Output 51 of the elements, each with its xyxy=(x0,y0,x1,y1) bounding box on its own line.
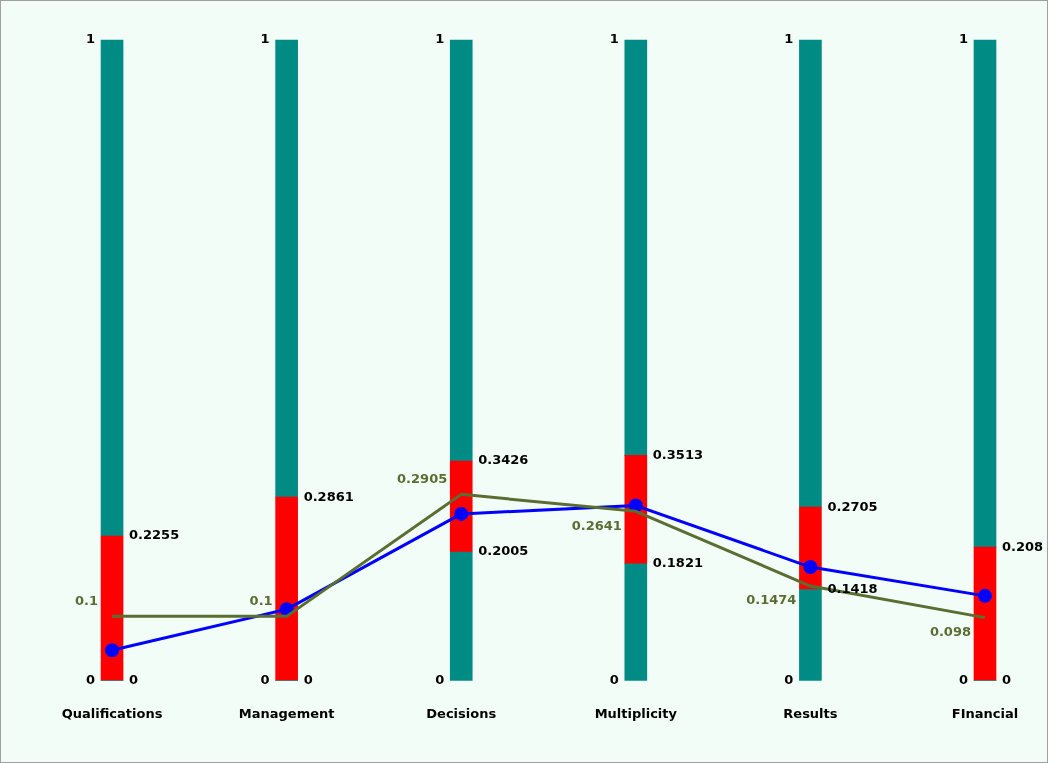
bar xyxy=(100,39,124,537)
data-label: 0.1474 xyxy=(746,592,797,608)
bar xyxy=(624,39,648,456)
annotation: 1 xyxy=(609,31,619,47)
annotation: 0 xyxy=(958,671,968,687)
bar xyxy=(973,546,997,681)
bar xyxy=(624,563,648,681)
point xyxy=(454,506,469,521)
point xyxy=(978,588,992,603)
annotation: 0 xyxy=(1002,671,1012,687)
annotation: 0.2861 xyxy=(303,488,354,504)
x-tick-label: Multiplicity xyxy=(594,705,678,721)
annotation: 0.2705 xyxy=(827,498,878,514)
annotation: 0.1821 xyxy=(652,555,703,571)
point xyxy=(803,560,818,575)
bar xyxy=(449,551,473,681)
annotation: 0.208 xyxy=(1002,538,1044,554)
annotation: 1 xyxy=(260,31,270,47)
x-tick-label: Management xyxy=(238,705,335,721)
x-tick-label: Decisions xyxy=(426,705,497,721)
annotation: 0.3513 xyxy=(652,446,703,462)
data-label: 0.1 xyxy=(75,592,99,608)
annotation: 0.2255 xyxy=(129,527,180,543)
bar xyxy=(799,589,822,681)
annotation: 0 xyxy=(435,671,445,687)
bar xyxy=(275,39,298,498)
annotation: 1 xyxy=(958,31,968,47)
annotation: 0 xyxy=(609,671,619,687)
annotation: 0.2005 xyxy=(478,543,529,559)
bar xyxy=(100,535,124,681)
data-label: 0.1 xyxy=(249,592,273,608)
annotation: 0.3426 xyxy=(478,452,529,468)
annotation: 0 xyxy=(784,671,794,687)
data-label: 0.098 xyxy=(929,624,971,640)
data-label: 0.2641 xyxy=(571,517,622,533)
annotation: 0 xyxy=(303,671,313,687)
data-label: 0.2905 xyxy=(397,470,448,486)
x-tick-label: Qualifications xyxy=(61,705,163,721)
annotation: 0 xyxy=(129,671,139,687)
annotation: 1 xyxy=(784,31,794,47)
annotation: 0 xyxy=(260,671,270,687)
bar xyxy=(449,39,473,462)
annotation: 1 xyxy=(435,31,445,47)
bar xyxy=(973,39,997,548)
bar xyxy=(275,496,298,681)
bar xyxy=(624,455,648,565)
x-tick-label: Results xyxy=(783,705,838,721)
annotation: 0.1418 xyxy=(827,580,878,596)
bar xyxy=(799,39,822,508)
point xyxy=(105,643,120,658)
x-tick-label: FInancial xyxy=(951,705,1019,721)
